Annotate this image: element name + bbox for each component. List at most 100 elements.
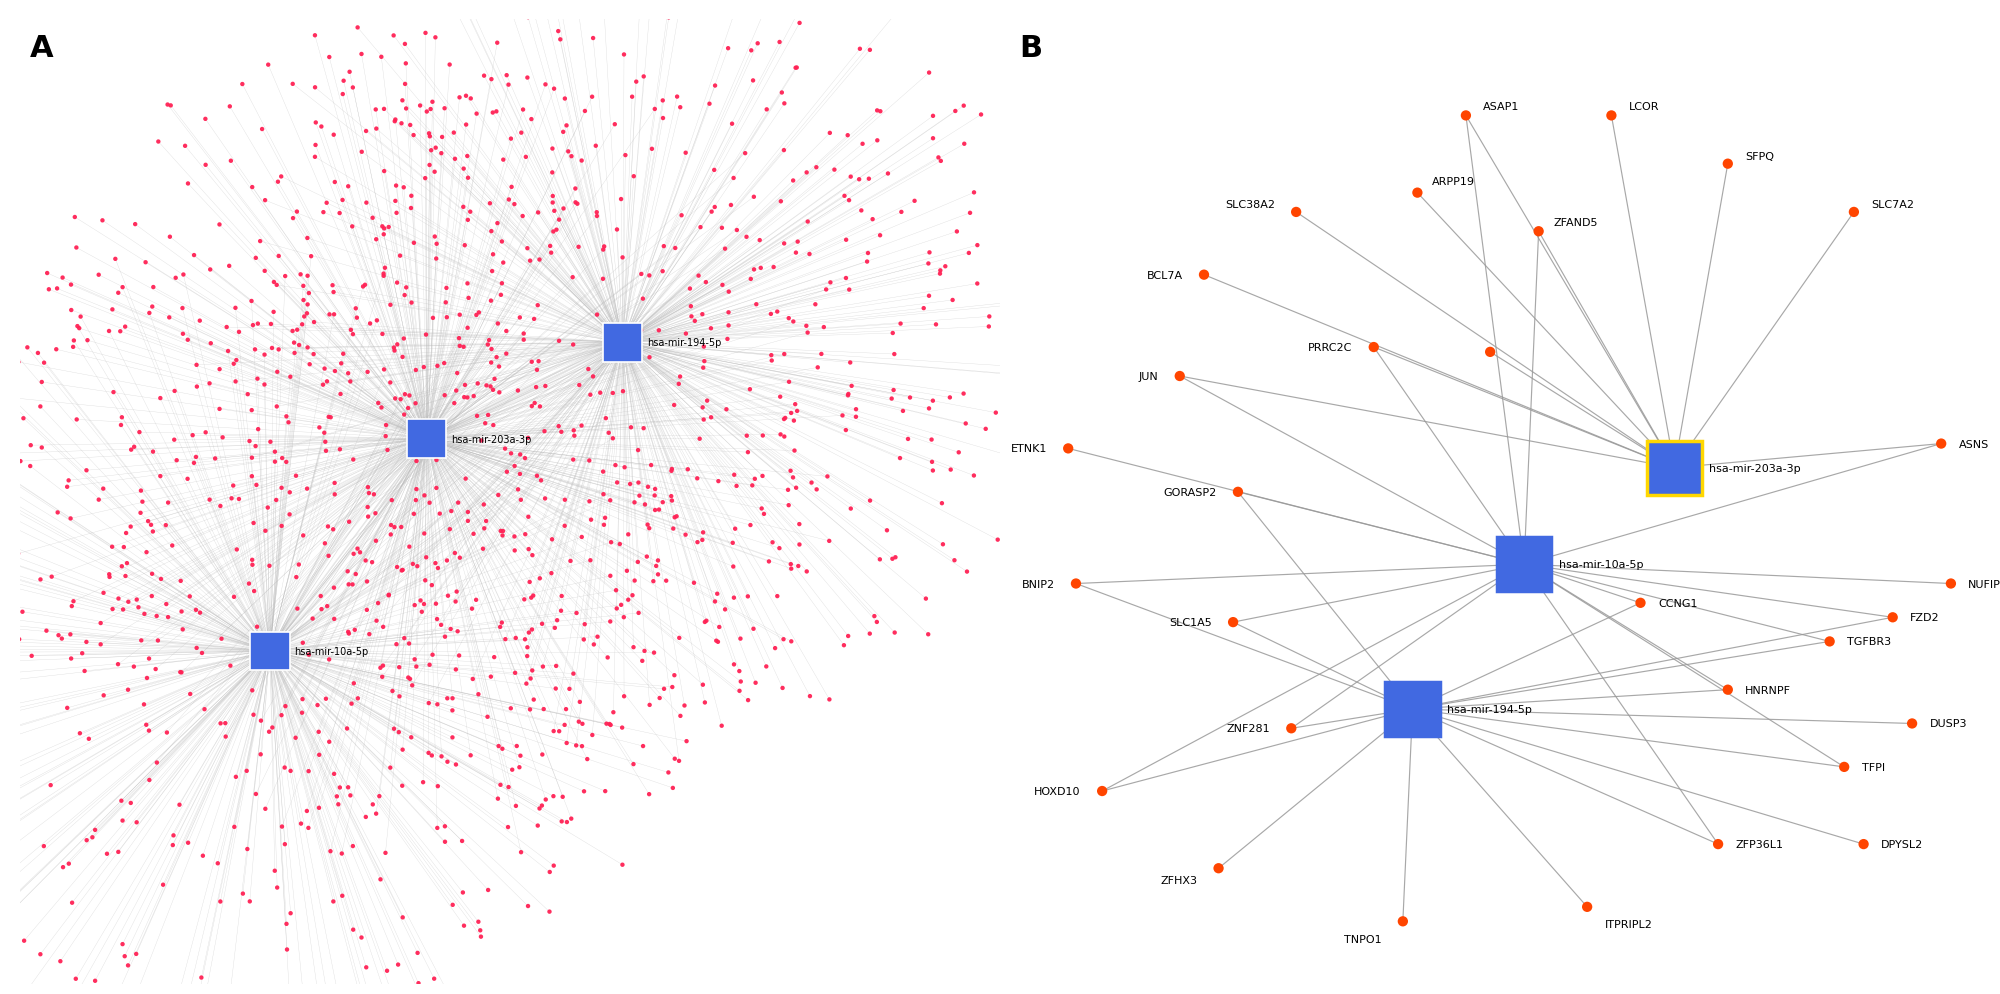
Point	[694, 321, 726, 337]
Point	[814, 692, 846, 708]
Point	[792, 325, 824, 341]
Point	[448, 340, 480, 356]
Point	[914, 401, 946, 416]
Point	[172, 332, 204, 348]
Point	[428, 356, 460, 372]
Point	[394, 388, 426, 404]
Point	[616, 89, 648, 105]
Point	[154, 98, 186, 114]
Point	[396, 678, 428, 694]
Point	[488, 152, 520, 168]
Point	[734, 271, 766, 287]
Point	[280, 730, 312, 746]
Point	[420, 31, 452, 47]
Point	[638, 645, 670, 661]
Point	[622, 442, 654, 458]
Point	[484, 777, 516, 793]
Point	[376, 518, 408, 534]
Point	[342, 541, 374, 557]
Point	[312, 519, 344, 535]
Point	[566, 418, 598, 434]
Point	[458, 526, 490, 542]
Point	[238, 707, 270, 723]
Point	[718, 171, 750, 187]
Point	[768, 96, 800, 112]
Point	[308, 425, 340, 441]
Point	[558, 452, 590, 468]
Point	[292, 231, 324, 247]
Point	[562, 197, 594, 213]
Point	[678, 576, 710, 591]
Point	[588, 243, 620, 258]
Text: hsa-mir-10a-5p: hsa-mir-10a-5p	[1560, 560, 1644, 570]
Point	[0, 925, 6, 941]
Point	[386, 910, 418, 925]
Point	[432, 588, 464, 604]
Point	[440, 584, 472, 600]
Point	[314, 307, 346, 323]
Point	[236, 403, 268, 418]
Point	[764, 427, 796, 443]
Point	[504, 466, 536, 482]
Point	[342, 21, 374, 37]
Point	[548, 492, 580, 508]
Point	[416, 578, 448, 593]
Point	[780, 61, 812, 77]
Point	[234, 433, 266, 449]
Point	[832, 128, 864, 144]
Point	[662, 89, 694, 105]
Point	[426, 130, 458, 146]
Point	[498, 458, 530, 474]
Point	[146, 572, 178, 587]
Point	[772, 311, 804, 327]
Point	[452, 171, 484, 187]
Point	[922, 150, 954, 166]
Point	[352, 486, 384, 502]
Point	[504, 759, 536, 775]
Point	[566, 716, 598, 732]
Point	[448, 200, 480, 216]
Point	[916, 454, 948, 470]
Point	[924, 266, 956, 282]
Point	[938, 553, 970, 569]
Point	[752, 554, 784, 570]
Point	[386, 563, 418, 579]
Point	[712, 305, 744, 321]
Point	[386, 350, 418, 366]
Point	[272, 414, 304, 430]
Point	[398, 236, 430, 251]
Point	[672, 462, 704, 478]
Point	[898, 194, 930, 210]
Point	[614, 476, 646, 492]
Point	[366, 50, 398, 66]
Point	[232, 841, 264, 857]
Point	[30, 623, 62, 639]
Point	[298, 150, 330, 166]
Point	[698, 593, 730, 609]
Point	[130, 545, 162, 561]
Point	[234, 894, 266, 910]
Point	[658, 751, 690, 767]
Point	[106, 417, 138, 433]
Point	[492, 78, 524, 93]
Point	[878, 347, 910, 363]
Text: ASNS: ASNS	[1958, 439, 1988, 449]
Point	[292, 763, 324, 779]
Point	[950, 564, 982, 580]
Point	[372, 442, 404, 458]
Point	[512, 430, 544, 446]
Point	[640, 481, 672, 497]
Point	[302, 698, 334, 714]
Point	[286, 705, 318, 721]
Point	[386, 742, 418, 757]
Point	[190, 158, 222, 174]
Point	[52, 856, 84, 872]
Point	[380, 636, 412, 652]
Point	[68, 663, 100, 679]
Point	[368, 619, 400, 635]
Point	[354, 626, 386, 642]
Point	[414, 495, 446, 511]
Point	[572, 751, 604, 767]
Bar	[408, 420, 446, 458]
Point	[884, 450, 916, 466]
